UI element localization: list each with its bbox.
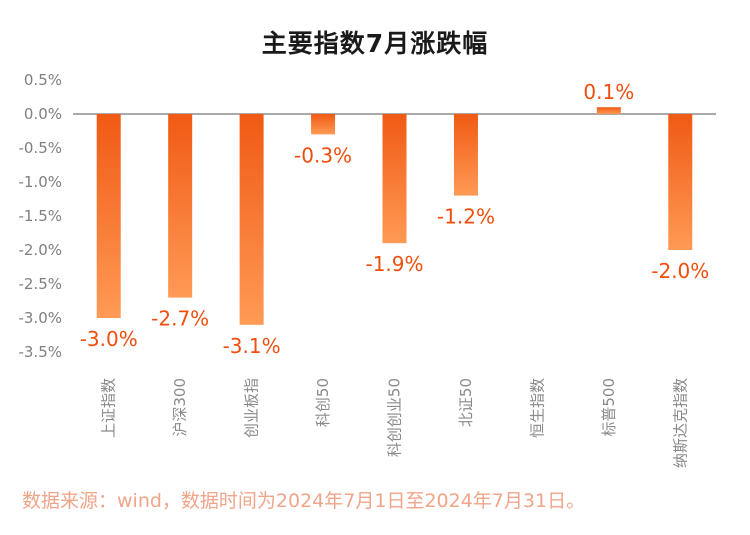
bar-value-label: -3.1% bbox=[223, 334, 281, 358]
bar-value-label: 0.1% bbox=[583, 80, 634, 104]
value-labels-group: -3.0% -2.7% -3.1% -0.3% -1.9% -1.2% 0.1% -2.0% bbox=[80, 80, 710, 358]
bar bbox=[239, 114, 264, 325]
y-tick-label: -0.5% bbox=[18, 139, 62, 157]
y-tick-label: -1.5% bbox=[18, 207, 62, 225]
x-category-label: 纳斯达克指数 bbox=[671, 378, 689, 468]
bar-value-label: -2.7% bbox=[151, 307, 209, 331]
source-note: 数据来源：wind，数据时间为2024年7月1日至2024年7月31日。 bbox=[22, 490, 586, 512]
x-category-label: 北证50 bbox=[457, 378, 475, 427]
chart-plot: 0.5%0.0%-0.5%-1.0%-1.5%-2.0%-2.5%-3.0%-3… bbox=[18, 71, 716, 468]
x-axis: 上证指数 沪深300 创业板指 科创50 科创创业50 北证50 恒生指数 标普500 纳斯达克… bbox=[100, 378, 690, 468]
bar bbox=[382, 114, 407, 244]
chart-title: 主要指数7月涨跌幅 bbox=[261, 29, 489, 58]
y-tick-label: -2.5% bbox=[18, 275, 62, 293]
bar bbox=[311, 114, 336, 135]
y-tick-label: -1.0% bbox=[18, 173, 62, 191]
bar-value-label: -1.9% bbox=[365, 252, 423, 276]
x-category-label: 创业板指 bbox=[243, 378, 261, 438]
bar bbox=[668, 114, 693, 250]
x-category-label: 科创创业50 bbox=[386, 378, 404, 457]
x-category-label: 沪深300 bbox=[171, 378, 189, 437]
y-tick-label: -3.5% bbox=[18, 343, 62, 361]
bar bbox=[168, 114, 193, 298]
bar-value-label: -1.2% bbox=[437, 205, 495, 229]
y-tick-label: 0.0% bbox=[24, 105, 62, 123]
x-category-label: 科创50 bbox=[314, 378, 332, 427]
x-category-label: 恒生指数 bbox=[528, 378, 546, 438]
y-tick-label: 0.5% bbox=[24, 71, 62, 89]
bar bbox=[96, 114, 121, 318]
bar-value-label: -0.3% bbox=[294, 143, 352, 167]
bars-group bbox=[96, 107, 693, 325]
bar-value-label: -2.0% bbox=[651, 259, 709, 283]
x-category-label: 上证指数 bbox=[100, 378, 118, 438]
y-tick-label: -2.0% bbox=[18, 241, 62, 259]
bar-value-label: -3.0% bbox=[80, 327, 138, 351]
x-category-label: 标普500 bbox=[600, 378, 618, 437]
bar bbox=[596, 107, 621, 114]
y-tick-label: -3.0% bbox=[18, 309, 62, 327]
bar bbox=[453, 114, 478, 196]
y-axis: 0.5% 0.0% -0.5% -1.0% -1.5% -2.0% -2.5% -3.0% -3… bbox=[18, 71, 62, 361]
